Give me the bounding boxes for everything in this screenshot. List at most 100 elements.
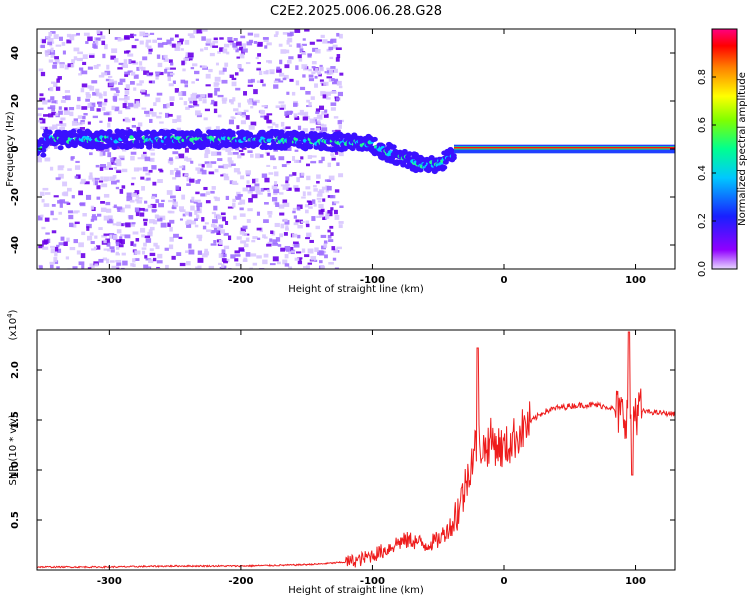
spectrogram-noise-cell [211,99,215,105]
spectrogram-noise-cell [329,225,334,229]
spectrogram-noise-cell [147,45,152,49]
spectrogram-noise-cell [87,85,92,89]
spectrogram-noise-cell [278,72,285,77]
spectrogram-noise-cell [240,227,246,233]
spectrogram-noise-cell [67,210,74,214]
spectrogram-noise-cell [69,35,75,41]
spectrogram-noise-cell [51,204,56,207]
spectrogram-noise-cell [279,233,283,238]
spectrogram-xtick-label: 100 [625,275,646,286]
spectrogram-noise-cell [42,100,48,105]
spectrogram-noise-cell [80,253,86,259]
spectrogram-noise-cell [204,222,209,225]
spectrogram-noise-cell [179,165,184,169]
track-blob-outer [449,148,456,154]
spectrogram-noise-cell [211,211,216,215]
spectrogram-noise-cell [325,214,330,219]
spectrogram-noise-cell [54,260,59,264]
spectrogram-noise-cell [76,104,81,110]
spectrogram-noise-cell [123,59,128,65]
spectrogram-noise-cell [278,80,284,83]
spectrogram-noise-cell [78,261,85,266]
spectrogram-noise-cell [253,33,260,38]
spectrogram-ylabel: Frequency (Hz) [5,111,16,187]
spectrogram-noise-cell [60,236,65,241]
spectrogram-noise-cell [113,166,117,170]
spectrogram-noise-cell [308,101,312,107]
spectrogram-noise-cell [323,113,329,118]
spectrogram-noise-cell [118,82,123,85]
spectrogram-noise-cell [318,114,323,120]
spectrogram-noise-cell [335,97,341,101]
spectrogram-noise-cell [120,239,125,245]
spectrogram-noise-cell [210,230,215,234]
spectrogram-noise-cell [122,103,127,109]
spectrogram-noise-cell [197,257,204,263]
spectrogram-noise-cell [148,52,152,55]
spectrogram-noise-cell [319,214,324,218]
spectrogram-noise-cell [252,262,258,266]
spectrogram-noise-cell [246,99,253,103]
spectrogram-noise-cell [62,181,68,187]
spectrogram-noise-cell [321,186,328,190]
spectrogram-noise-cell [109,246,115,250]
spectrogram-xtick-label: -300 [97,275,122,286]
spectrogram-noise-cell [324,71,329,74]
spectrogram-noise-cell [257,41,263,47]
spectrogram-noise-cell [149,147,155,151]
spectrogram-noise-cell [254,186,260,190]
spectrogram-noise-cell [141,234,145,238]
spectrogram-noise [37,29,344,269]
spectrogram-noise-cell [316,39,322,42]
spectrogram-noise-cell [268,214,272,218]
spectrogram-noise-cell [158,168,163,171]
spectrogram-noise-cell [218,253,224,258]
spectrogram-noise-cell [275,237,281,242]
spectrogram-noise-cell [308,74,314,78]
spectrogram-noise-cell [319,105,325,110]
spectrogram-noise-cell [323,81,329,86]
spectrogram-noise-cell [171,206,175,209]
spectrogram-noise-cell [93,246,98,249]
spectrogram-noise-cell [128,59,132,64]
spectrogram-noise-cell [157,42,164,48]
spectrogram-noise-cell [324,254,328,259]
spectrogram-noise-cell [135,100,140,106]
spectrogram-noise-cell [145,42,149,48]
spectrogram-noise-cell [73,239,78,244]
spectrogram-noise-cell [132,231,139,235]
spectrogram-noise-cell [124,96,130,101]
spectrogram-noise-cell [286,91,290,95]
spectrogram-noise-cell [330,38,337,43]
spectrogram-ytick-label: -20 [10,188,21,206]
spectrogram-noise-cell [166,190,173,195]
spectrogram-noise-cell [302,113,307,116]
spectrogram-noise-cell [183,57,190,61]
spectrogram-noise-cell [139,31,146,37]
spectrogram-noise-cell [326,48,332,52]
spectrogram-noise-cell [81,231,86,236]
spectrogram-noise-cell [213,37,218,41]
spectrogram-noise-cell [183,101,188,106]
spectrogram-noise-cell [91,214,96,217]
spectrogram-noise-cell [214,90,218,96]
spectrogram-noise-cell [149,219,155,224]
spectrogram-noise-cell [163,54,168,59]
spectrogram-noise-cell [68,214,74,220]
spectrogram-noise-cell [288,266,293,269]
spectrogram-noise-cell [81,106,88,110]
spectrogram-noise-cell [221,264,225,268]
spectrogram-noise-cell [185,52,190,56]
spectrogram-noise-cell [194,224,199,228]
spectrogram-noise-cell [302,128,308,133]
spectrogram-noise-cell [236,236,242,240]
spectrogram-noise-cell [135,211,140,217]
spectrogram-noise-cell [54,145,58,149]
spectrogram-noise-cell [110,249,115,253]
spectrogram-noise-cell [101,102,107,106]
spectrogram-noise-cell [56,248,62,253]
spectrogram-noise-cell [260,79,264,84]
spectrogram-noise-cell [50,210,54,216]
spectrogram-noise-cell [100,176,104,180]
spectrogram-noise-cell [149,118,153,123]
